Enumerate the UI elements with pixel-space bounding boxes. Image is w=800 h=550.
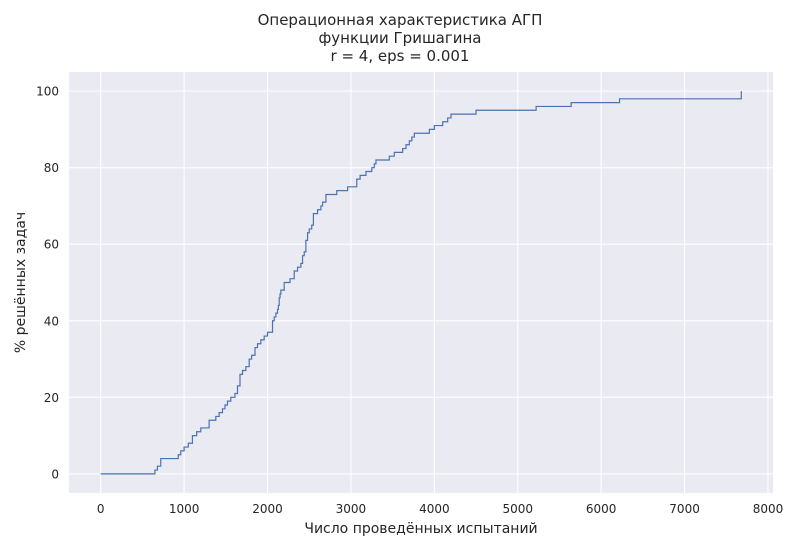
x-tick-label: 6000: [586, 502, 617, 516]
grid-lines: [69, 72, 773, 493]
chart-title-line-2: функции Гришагина: [318, 29, 482, 47]
x-tick-label: 4000: [419, 502, 450, 516]
tick-labels: 0 1000 2000 3000 4000 5000 6000 7000 8000 0 20 40 60…: [36, 85, 783, 516]
chart-title-line-3: r = 4, eps = 0.001: [330, 47, 470, 65]
series-line: [100, 91, 742, 475]
y-tick-label: 40: [44, 314, 59, 328]
plot-background: [69, 72, 773, 493]
y-tick-label: 60: [44, 238, 59, 252]
x-tick-label: 7000: [669, 502, 700, 516]
x-axis-label: Число проведённых испытаний: [304, 521, 537, 537]
y-tick-label: 80: [44, 161, 59, 175]
x-tick-label: 1000: [169, 502, 200, 516]
x-tick-label: 2000: [252, 502, 283, 516]
x-tick-label: 8000: [753, 502, 784, 516]
y-tick-label: 20: [44, 391, 59, 405]
x-tick-label: 0: [97, 502, 105, 516]
y-tick-label: 100: [36, 85, 59, 99]
x-tick-label: 5000: [502, 502, 533, 516]
y-axis-label: % решённых задач: [13, 212, 29, 353]
y-tick-label: 0: [51, 467, 59, 481]
chart-title-line-1: Операционная характеристика АГП: [257, 11, 543, 29]
x-tick-label: 3000: [336, 502, 367, 516]
